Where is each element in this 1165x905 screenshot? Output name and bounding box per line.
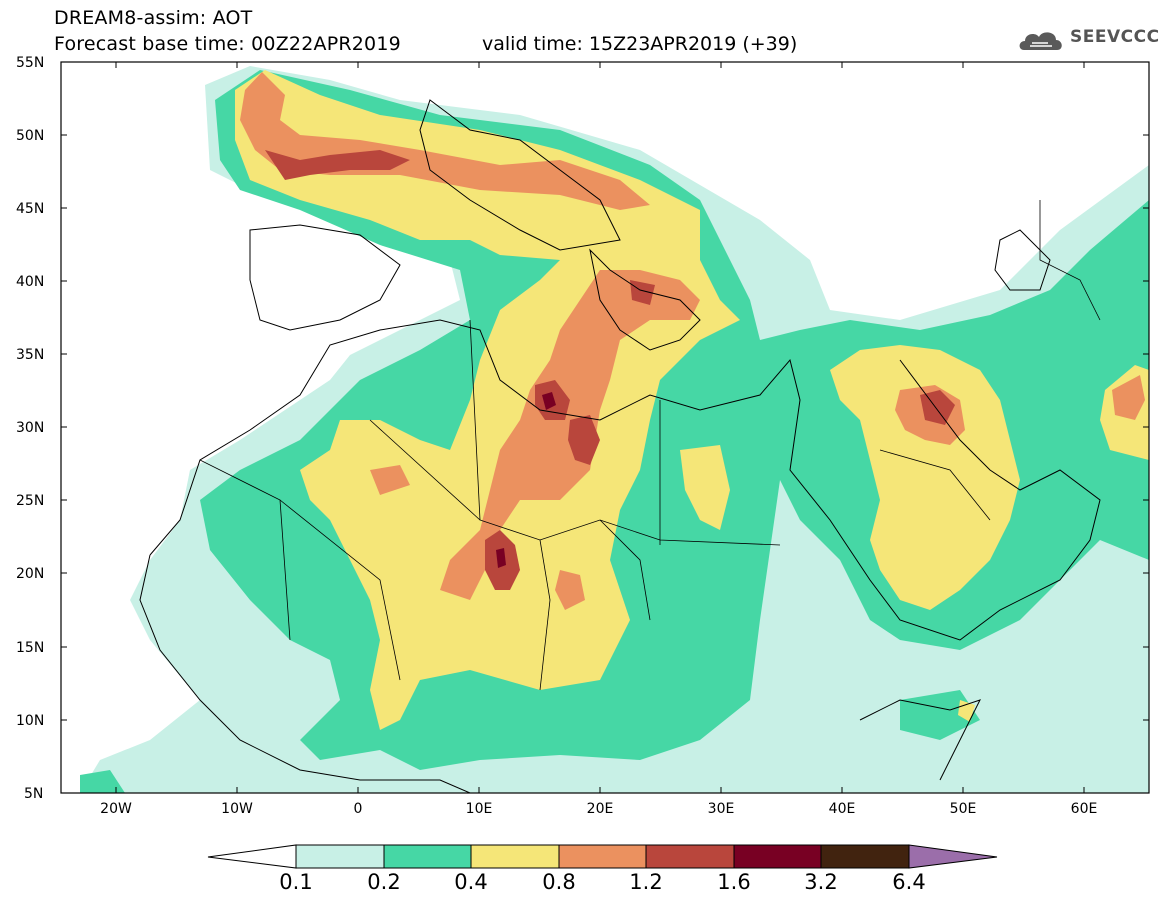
lon-label: 20E bbox=[587, 801, 614, 817]
colorbar-segment bbox=[645, 844, 735, 869]
colorbar-segment bbox=[295, 844, 385, 869]
colorbar-label: 0.1 bbox=[279, 870, 313, 894]
logo-text: SEEVCCC bbox=[1070, 27, 1160, 47]
colorbar-label: 1.2 bbox=[629, 870, 663, 894]
lon-label: 30E bbox=[708, 801, 735, 817]
lat-label: 15N bbox=[16, 640, 44, 656]
colorbar-segment bbox=[558, 844, 647, 869]
aot-field bbox=[80, 66, 1149, 793]
forecast-base-time: Forecast base time: 00Z22APR2019 bbox=[54, 33, 401, 55]
lon-label: 10E bbox=[466, 801, 493, 817]
aot-level-1-6 bbox=[496, 392, 556, 568]
valid-time: valid time: 15Z23APR2019 (+39) bbox=[482, 33, 798, 55]
lat-label: 50N bbox=[16, 128, 44, 144]
lat-label: 10N bbox=[16, 713, 44, 729]
colorbar-label: 6.4 bbox=[892, 870, 926, 894]
colorbar bbox=[207, 844, 998, 869]
colorbar-segment bbox=[908, 844, 998, 869]
lat-label: 20N bbox=[16, 566, 44, 582]
axis-ticks bbox=[61, 61, 1149, 793]
lat-label: 5N bbox=[24, 786, 43, 802]
lat-label: 30N bbox=[16, 420, 44, 436]
coastlines bbox=[139, 99, 1101, 793]
colorbar-segment bbox=[470, 844, 560, 869]
lat-label: 40N bbox=[16, 274, 44, 290]
colorbar-segment bbox=[733, 844, 822, 869]
lon-label: 40E bbox=[829, 801, 856, 817]
colorbar-segment bbox=[820, 844, 910, 869]
country-borders bbox=[199, 200, 1101, 691]
colorbar-label: 1.6 bbox=[717, 870, 751, 894]
latitude-labels: 55N 50N 45N 40N 35N 30N 25N 20N 15N 10N … bbox=[16, 55, 44, 802]
lat-label: 25N bbox=[16, 493, 44, 509]
lon-label: 60E bbox=[1071, 801, 1098, 817]
longitude-labels: 20W 10W 0 10E 20E 30E 40E 50E 60E bbox=[100, 801, 1097, 817]
colorbar-segment bbox=[383, 844, 472, 869]
map-title: DREAM8-assim: AOT bbox=[54, 7, 253, 29]
lat-label: 45N bbox=[16, 201, 44, 217]
colorbar-label: 0.4 bbox=[454, 870, 488, 894]
colorbar-label: 3.2 bbox=[804, 870, 838, 894]
lon-label: 20W bbox=[100, 801, 132, 817]
colorbar-segment bbox=[207, 844, 297, 869]
lon-label: 50E bbox=[950, 801, 977, 817]
colorbar-label: 0.8 bbox=[542, 870, 576, 894]
lat-label: 35N bbox=[16, 347, 44, 363]
lat-label: 55N bbox=[16, 55, 44, 71]
lon-label: 0 bbox=[354, 801, 363, 817]
lon-label: 10W bbox=[221, 801, 253, 817]
colorbar-label: 0.2 bbox=[367, 870, 401, 894]
cloud-logo-icon bbox=[1019, 32, 1062, 50]
